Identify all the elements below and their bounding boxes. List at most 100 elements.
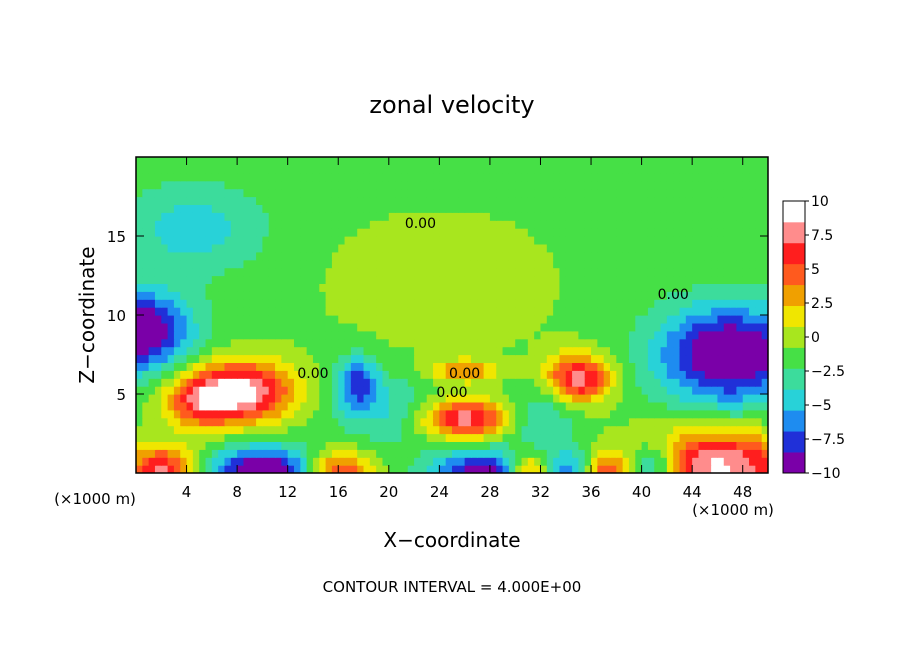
heatmap-cell [249,307,257,316]
heatmap-cell [572,236,579,245]
heatmap-cell [199,283,207,292]
heatmap-cell [287,212,295,221]
heatmap-cell [325,457,333,466]
heatmap-cell [388,433,396,442]
heatmap-cell [344,267,352,277]
heatmap-cell [717,386,725,395]
heatmap-cell [439,394,447,403]
heatmap-cell [534,236,542,245]
heatmap-cell [148,228,156,237]
heatmap-cell [401,401,409,411]
heatmap-cell [641,338,649,348]
heatmap-cell [704,275,712,284]
heatmap-cell [205,354,213,363]
heatmap-cell [521,346,529,356]
heatmap-cell [452,307,459,316]
heatmap-cell [698,394,706,403]
heatmap-cell [635,180,643,190]
heatmap-cell [755,457,763,466]
heatmap-cell [622,283,630,292]
heatmap-cell [142,338,150,348]
heatmap-cell [698,204,706,213]
heatmap-cell [281,164,289,174]
heatmap-cell [407,228,415,237]
heatmap-cell [205,401,213,411]
heatmap-cell [161,386,169,395]
heatmap-cell [395,236,403,245]
heatmap-cell [218,259,226,269]
heatmap-cell [287,362,295,371]
heatmap-cell [647,157,655,166]
heatmap-cell [268,236,276,245]
heatmap-cell [464,465,472,473]
heatmap-cell [730,338,737,348]
heatmap-cell [458,164,466,174]
heatmap-cell [376,259,384,269]
heatmap-cell [395,251,403,261]
heatmap-cell [660,386,668,395]
heatmap-cell [395,243,403,253]
heatmap-cell [173,180,181,190]
heatmap-cell [211,204,219,213]
heatmap-cell [730,409,737,419]
heatmap-cell [344,457,352,466]
heatmap-cell [679,315,687,324]
heatmap-cell [534,188,542,198]
heatmap-cell [603,204,611,213]
heatmap-cell [369,433,377,442]
heatmap-cell [635,251,643,261]
heatmap-cell [312,220,320,229]
heatmap-cell [635,378,643,387]
heatmap-cell [572,433,579,442]
heatmap-cell [376,228,384,237]
heatmap-cell [294,346,301,356]
heatmap-cell [243,259,251,269]
heatmap-cell [521,315,529,324]
heatmap-cell [603,417,611,427]
heatmap-cell [534,465,542,473]
heatmap-cell [325,259,333,269]
heatmap-cell [660,322,668,332]
heatmap-cell [249,180,257,190]
heatmap-cell [496,204,504,213]
heatmap-cell [666,330,674,340]
heatmap-cell [218,386,226,395]
heatmap-cell [180,188,188,198]
heatmap-cell [502,299,510,308]
heatmap-cell [477,401,485,411]
contour-label: 0.00 [449,366,480,382]
heatmap-cell [325,164,333,174]
heatmap-cell [666,449,674,458]
heatmap-cell [180,164,188,174]
heatmap-cell [515,157,523,166]
heatmap-cell [363,386,371,395]
heatmap-cell [641,172,649,182]
heatmap-cell [704,457,712,466]
heatmap-cell [376,172,384,182]
heatmap-cell [692,330,700,340]
heatmap-cell [730,322,737,332]
heatmap-cell [717,465,725,473]
heatmap-cell [578,433,586,442]
heatmap-cell [439,236,447,245]
heatmap-cell [572,338,579,348]
heatmap-cell [414,425,421,435]
heatmap-cell [464,157,472,166]
heatmap-cell [622,243,630,253]
heatmap-cell [540,259,548,269]
heatmap-cell [211,259,219,269]
heatmap-cell [281,394,289,403]
heatmap-cell [420,172,428,182]
heatmap-cell [685,354,693,363]
heatmap-cell [458,172,466,182]
heatmap-cell [666,394,674,403]
heatmap-cell [730,164,737,174]
heatmap-cell [553,291,561,300]
heatmap-cell [186,394,194,403]
heatmap-cell [268,267,276,277]
heatmap-cell [679,370,687,379]
heatmap-cell [660,394,668,403]
heatmap-cell [256,228,263,237]
heatmap-cell [641,299,649,308]
heatmap-cell [666,338,674,348]
